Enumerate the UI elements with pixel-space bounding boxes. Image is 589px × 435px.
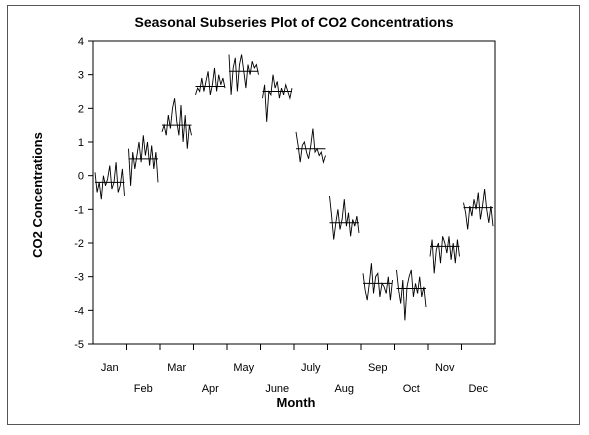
month-label-july: July: [301, 362, 321, 374]
month-label-oct: Oct: [403, 383, 420, 395]
subseries-line-oct: [396, 269, 427, 321]
y-tick-label: 3: [78, 70, 84, 82]
month-label-nov: Nov: [435, 362, 455, 374]
month-label-mar: Mar: [167, 362, 186, 374]
chart-title: Seasonal Subseries Plot of CO2 Concentra…: [135, 14, 454, 30]
y-axis: 4 3 2 1 0 -1 -2 -3 -4 -5: [74, 36, 93, 351]
y-tick-label: 0: [78, 171, 84, 183]
month-label-jan: Jan: [101, 362, 119, 374]
month-label-dec: Dec: [468, 383, 488, 395]
subseries-line-apr: [195, 67, 226, 96]
subseries-line-jan: [94, 162, 125, 200]
y-tick-label: -2: [74, 238, 84, 250]
subseries-line-mar: [161, 98, 192, 149]
x-axis: Jan Feb Mar Apr May June July Aug Sep Oct Nov Dec: [101, 344, 489, 395]
month-label-apr: Apr: [202, 383, 219, 395]
month-label-sep: Sep: [368, 362, 388, 374]
y-tick-label: -3: [74, 272, 84, 284]
subseries-line-july: [295, 128, 326, 164]
month-label-june: June: [265, 383, 289, 395]
month-label-aug: Aug: [334, 383, 354, 395]
y-axis-label: CO2 Concentrations: [30, 132, 45, 258]
subseries-line-dec: [463, 189, 494, 230]
subseries-line-sep: [362, 263, 393, 301]
subseries-line-aug: [329, 195, 360, 240]
subseries-line-may: [228, 54, 259, 95]
y-tick-label: 4: [78, 36, 84, 48]
y-tick-label: -1: [74, 204, 84, 216]
y-tick-label: -5: [74, 339, 84, 351]
x-axis-label: Month: [277, 395, 316, 410]
y-tick-label: -4: [74, 305, 84, 317]
chart-frame: [7, 5, 580, 425]
subseries-line-feb: [128, 135, 159, 186]
subseries-line-june: [262, 74, 293, 122]
month-label-may: May: [233, 362, 254, 374]
series-group: [94, 54, 494, 321]
subseries-line-nov: [429, 236, 460, 274]
plot-area-border: [92, 40, 496, 345]
y-tick-label: 2: [78, 103, 84, 115]
y-tick-label: 1: [78, 137, 84, 149]
month-label-feb: Feb: [134, 383, 153, 395]
